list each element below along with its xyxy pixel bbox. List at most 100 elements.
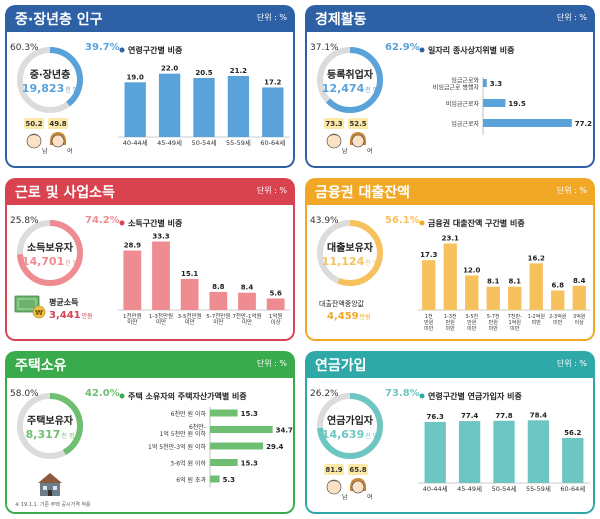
tick-label: 6천만 원 이하 xyxy=(171,410,207,418)
ring-left-pct: 26.2% xyxy=(310,389,339,399)
tick-label: 1억원 xyxy=(269,312,283,320)
bar xyxy=(424,421,446,483)
tick-label: 미만 xyxy=(127,318,137,326)
bar xyxy=(458,421,481,483)
female-icon xyxy=(349,132,367,148)
ring-left-pct: 37.1% xyxy=(310,43,339,53)
bar-value-label: 28.9 xyxy=(124,242,141,250)
bar-value-label: 56.2 xyxy=(564,429,581,437)
tick-label: 45-49세 xyxy=(157,138,182,147)
bar-value-label: 76.3 xyxy=(427,413,444,421)
tick-label: 임금근로자 xyxy=(451,120,479,128)
unit-label: 단위 : % xyxy=(556,13,587,22)
ring-label: 중·장년층 xyxy=(30,68,71,81)
panel-housing: 주택소유 단위 : % 58.0% 42.0% 주택보유자 8,317천 명 주택 소유자의… xyxy=(5,351,295,514)
tick-label: 5-7천 xyxy=(487,313,500,320)
tick-label: 1천 xyxy=(425,313,433,320)
panel-middle-age: 중·장년층 인구 단위 : % 60.3% 39.7% 중·장년층 19,823천 명 연령… xyxy=(5,5,295,168)
ring-left-pct: 25.8% xyxy=(10,216,39,226)
tick-label: 1-2억원 xyxy=(528,313,546,320)
bar xyxy=(210,475,220,483)
house-icon xyxy=(38,473,62,496)
tick-label: 미만 xyxy=(467,325,477,332)
bar xyxy=(262,87,284,137)
tick-label: 1억 5천만 원 이하 xyxy=(160,430,207,438)
bar xyxy=(158,73,181,137)
male-icon xyxy=(326,133,342,149)
tick-label: 50-54세 xyxy=(192,138,217,147)
panel-loan: 금융권 대출잔액 단위 : % 43.9% 56.1% 대출보유자 11,124천 명 금융… xyxy=(305,178,595,341)
bar xyxy=(124,82,146,137)
ring-amount: 12,474천 명 xyxy=(322,82,378,95)
male-icon xyxy=(26,133,42,149)
bar-value-label: 15.3 xyxy=(241,460,258,468)
bar-value-label: 21.2 xyxy=(230,67,247,75)
panel-header: 근로 및 사업소득 단위 : % xyxy=(5,178,295,205)
bullet-icon xyxy=(419,47,425,53)
bar xyxy=(465,275,479,310)
panel-title: 경제활동 xyxy=(315,12,367,28)
bar-value-label: 15.1 xyxy=(181,270,198,278)
tick-label: 60-64세 xyxy=(560,484,585,493)
panel-header: 연금가입 단위 : % xyxy=(305,351,595,378)
panel-body xyxy=(5,376,295,514)
ring-amount: 14,701천 명 xyxy=(22,255,78,268)
tick-label: 3억원 xyxy=(573,313,586,320)
ring-value-arc xyxy=(17,220,83,286)
chart-title: 일자리 종사상지위별 비중 xyxy=(428,45,515,55)
tick-label: 미만 xyxy=(489,325,499,332)
male-value-box xyxy=(324,464,344,475)
ring-right-pct: 73.8% xyxy=(385,388,420,399)
ring-right-pct: 39.7% xyxy=(85,42,120,53)
tick-label: 7천만-1억원 xyxy=(232,312,261,320)
tick-label: 45-49세 xyxy=(457,484,482,493)
panel-title: 주택소유 xyxy=(15,358,67,374)
bullet-icon xyxy=(119,393,125,399)
panel-title: 중·장년층 인구 xyxy=(15,12,103,28)
female-value-box xyxy=(48,118,68,129)
female-value: 52.5 xyxy=(349,120,366,128)
bar xyxy=(483,99,506,107)
ring-amount: 14,639천 명 xyxy=(322,428,378,441)
female-value: 49.8 xyxy=(49,120,66,128)
extra-amount: 4,459만원 xyxy=(327,311,371,322)
ring-amount: 8,317천 명 xyxy=(26,428,75,441)
female-label: 여 xyxy=(367,493,373,501)
bar xyxy=(193,77,215,137)
ring-label: 주택보유자 xyxy=(27,414,74,427)
male-value: 73.3 xyxy=(325,120,342,128)
male-label: 남 xyxy=(342,147,348,155)
tick-label: 55-59세 xyxy=(226,138,251,147)
bar xyxy=(551,290,565,310)
female-value: 65.8 xyxy=(349,466,366,474)
panel-header: 경제활동 단위 : % xyxy=(305,5,595,32)
ring-right-pct: 42.0% xyxy=(85,388,120,399)
ring-value-arc xyxy=(317,220,383,286)
tick-label: 미만 xyxy=(532,319,542,326)
ring-value-arc xyxy=(317,393,383,459)
female-label: 여 xyxy=(367,147,373,155)
bar-value-label: 5.6 xyxy=(269,289,282,297)
bar xyxy=(443,243,457,310)
panel-title: 연금가입 xyxy=(315,358,367,374)
bar xyxy=(123,250,142,310)
bar-value-label: 8.4 xyxy=(241,284,254,292)
bar-value-label: 29.4 xyxy=(266,443,283,451)
ring-right-pct: 62.9% xyxy=(385,42,420,53)
female-value-box xyxy=(348,464,368,475)
male-value: 81.9 xyxy=(325,466,342,474)
tick-label: 2-3억원 xyxy=(549,313,567,320)
unit-label: 단위 : % xyxy=(556,359,587,368)
tick-label: 1-3천만원 xyxy=(149,312,173,320)
panel-body xyxy=(305,203,595,341)
ring-label: 연금가입자 xyxy=(327,414,374,427)
ring-value-arc xyxy=(17,47,83,113)
bar xyxy=(209,291,228,310)
extra-label: 평균소득 xyxy=(49,297,79,307)
bar xyxy=(210,426,273,433)
bar-value-label: 5.3 xyxy=(223,476,236,484)
bar-value-label: 8.1 xyxy=(509,278,522,286)
